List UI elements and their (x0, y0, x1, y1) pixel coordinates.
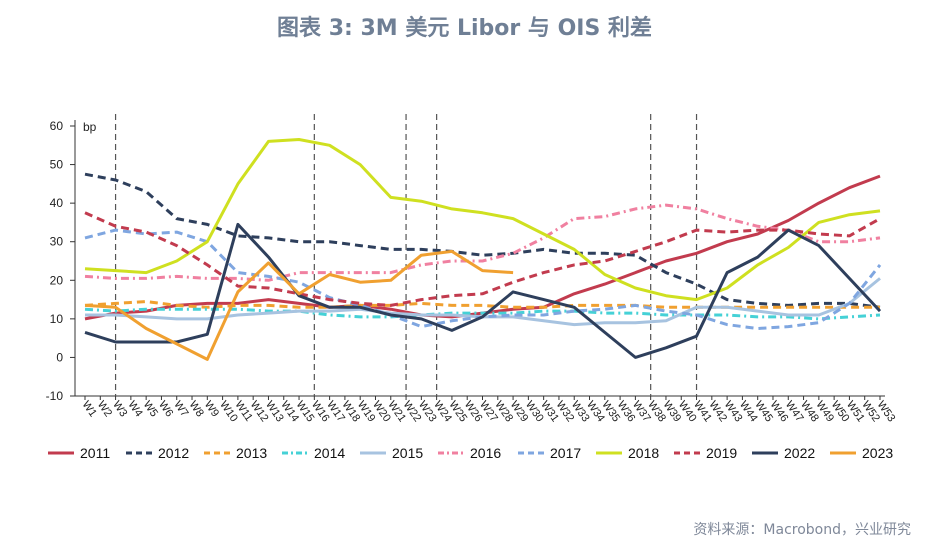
legend-label: 2016 (470, 445, 501, 461)
legend-item-2018: 2018 (596, 445, 659, 461)
y-tick-label: 0 (56, 350, 63, 364)
x-tick-label: W9 (202, 399, 221, 419)
series-line-2019 (84, 211, 881, 307)
legend-item-2012: 2012 (126, 445, 189, 461)
series-layer (84, 138, 882, 361)
legend-item-2022: 2022 (752, 445, 815, 461)
legend-item-2017: 2017 (518, 445, 581, 461)
legend-item-2013: 2013 (204, 445, 267, 461)
chart-title: 图表 3: 3M 美元 Libor 与 OIS 利差 (277, 16, 652, 41)
y-tick-label: 20 (50, 273, 64, 287)
legend-item-2023: 2023 (830, 445, 893, 461)
legend-item-2015: 2015 (360, 445, 423, 461)
legend-label: 2018 (628, 445, 659, 461)
legend-label: 2013 (236, 445, 267, 461)
legend: 2011 2012 2013 2014 2015 2016 2017 2018 2019 2022… (48, 445, 893, 461)
series-line-2014 (84, 307, 881, 321)
legend-label: 2015 (392, 445, 423, 461)
series-line-2022 (84, 222, 882, 359)
x-tick-label: W6 (156, 399, 175, 419)
series-line-2018 (84, 138, 881, 302)
series-line-2012 (84, 172, 881, 309)
x-tick-label: W4 (125, 399, 144, 419)
x-tick-label: W2 (95, 399, 114, 419)
x-tick-label: W7 (171, 399, 190, 419)
y-tick-label: -10 (46, 389, 64, 403)
legend-item-2011: 2011 (48, 445, 110, 461)
legend-label: 2011 (80, 445, 110, 461)
series-line-2023 (84, 249, 514, 361)
series-line-2011 (84, 174, 881, 321)
x-tick-label: W5 (141, 399, 160, 419)
y-tick-label: 40 (50, 196, 64, 210)
source-note: 资料来源：Macrobond，兴业研究 (693, 522, 911, 538)
legend-item-2019: 2019 (674, 445, 737, 461)
legend-label: 2022 (784, 445, 815, 461)
y-tick-label: 30 (50, 235, 64, 249)
y-tick-label: 50 (50, 158, 64, 172)
y-tick-label: 60 (50, 119, 64, 133)
legend-item-2014: 2014 (282, 445, 345, 461)
legend-label: 2014 (314, 445, 345, 461)
series-line-2016 (84, 203, 881, 282)
y-axis-label: bp (83, 120, 97, 134)
x-tick-label: W1 (80, 399, 99, 419)
legend-label: 2017 (550, 445, 581, 461)
series-line-2013 (84, 300, 880, 309)
legend-label: 2012 (158, 445, 189, 461)
y-tick-label: 10 (50, 312, 64, 326)
x-tick-label: W3 (110, 399, 129, 419)
legend-item-2016: 2016 (438, 445, 501, 461)
legend-label: 2019 (706, 445, 737, 461)
x-tick-label: W8 (187, 399, 206, 419)
legend-label: 2023 (862, 445, 893, 461)
